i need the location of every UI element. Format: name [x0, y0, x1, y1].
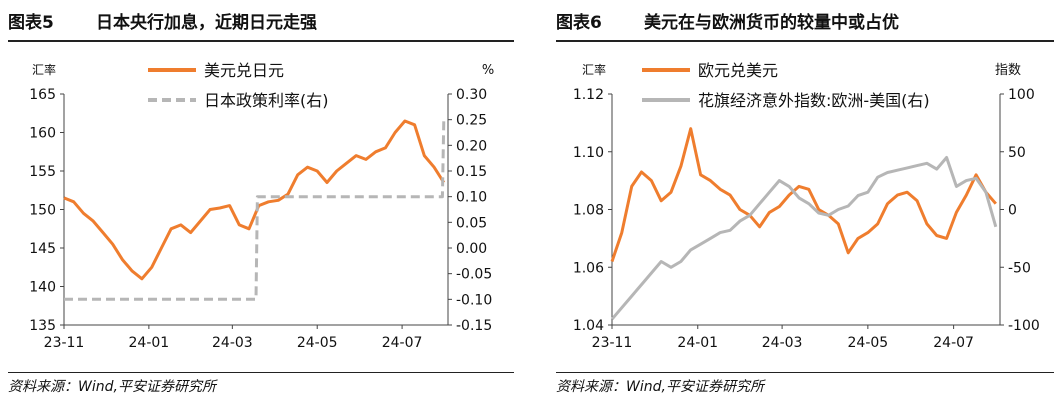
series-line-1 [610, 127, 997, 262]
x-tick-label: 24-05 [297, 335, 338, 351]
legend-label-2: 花旗经济意外指数:欧洲-美国(右) [698, 91, 930, 110]
y2-tick-label: -0.15 [456, 318, 492, 334]
y2-tick-label: -0.10 [456, 292, 492, 308]
y-tick-label: 160 [29, 126, 56, 142]
panel-title: 图表5 日本央行加息，近期日元走强 [8, 8, 317, 34]
x-tick-label: 24-07 [382, 335, 423, 351]
source-note: 资料来源：Wind,平安证券研究所 [556, 379, 764, 395]
figure-title: 美元在与欧洲货币的较量中或占优 [644, 13, 899, 33]
series-line-2 [64, 119, 446, 301]
y-tick-label: 135 [29, 318, 56, 334]
y-tick-label: 1.04 [573, 318, 604, 334]
left-axis-unit: 汇率 [32, 62, 56, 77]
figure-number: 图表5 [8, 13, 54, 33]
x-tick-label: 24-05 [848, 335, 889, 351]
y2-tick-label: 50 [1008, 145, 1026, 161]
y2-tick-label: -0.05 [456, 267, 492, 283]
figure-title: 日本央行加息，近期日元走强 [96, 13, 317, 33]
x-tick-label: 23-11 [44, 335, 85, 351]
panel-title: 图表6 美元在与欧洲货币的较量中或占优 [556, 8, 899, 34]
y2-tick-label: 0.00 [456, 241, 487, 257]
x-tick-label: 24-03 [212, 335, 253, 351]
y-tick-label: 1.10 [573, 145, 604, 161]
y-tick-label: 165 [29, 87, 56, 103]
y2-tick-label: -50 [1008, 260, 1031, 276]
y2-tick-label: 100 [1008, 87, 1035, 103]
legend-label-2: 日本政策利率(右) [204, 91, 329, 110]
y-tick-label: 155 [29, 164, 56, 180]
chart-eur-usd: 1.04 1.06 1.08 1.10 1.12 -100 -50 0 50 100 23-11 24… [573, 61, 1040, 351]
right-axis-unit: 指数 [995, 63, 1021, 78]
x-tick-label: 24-01 [677, 335, 718, 351]
y2-tick-label: 0.15 [456, 164, 487, 180]
series-line-2 [610, 156, 998, 321]
y2-tick-label: 0 [1008, 203, 1017, 219]
title-rule [556, 40, 1054, 42]
y2-tick-label: 0.20 [456, 138, 487, 154]
chart-panel-eur: 图表6 美元在与欧洲货币的较量中或占优 1.04 1.06 1.08 1.10 1.12 -… [556, 0, 1054, 408]
y-tick-label: 150 [29, 203, 56, 219]
right-axis-unit: % [482, 63, 494, 78]
source-rule [8, 372, 514, 373]
y2-tick-label: -100 [1008, 318, 1040, 334]
y2-tick-label: 0.05 [456, 215, 487, 231]
chart-panel-jpy: 图表5 日本央行加息，近期日元走强 135 140 145 150 155 160 165 -0… [8, 0, 514, 408]
y2-tick-label: 0.30 [456, 87, 487, 103]
x-tick-label: 24-01 [129, 335, 170, 351]
chart-usd-jpy: 135 140 145 150 155 160 165 -0.15 -0.10 -0.05 0.00… [29, 61, 494, 351]
source-note: 资料来源：Wind,平安证券研究所 [8, 379, 216, 395]
x-tick-label: 23-11 [592, 335, 633, 351]
y-tick-label: 1.08 [573, 203, 604, 219]
source-rule [556, 372, 1054, 373]
x-tick-label: 24-03 [762, 335, 803, 351]
legend-label-1: 欧元兑美元 [698, 61, 778, 80]
series-line-1 [63, 119, 446, 281]
y-tick-label: 1.12 [573, 87, 604, 103]
left-axis-unit: 汇率 [582, 62, 606, 77]
y2-tick-label: 0.10 [456, 190, 487, 206]
y-tick-label: 1.06 [573, 260, 604, 276]
title-rule [8, 40, 514, 42]
y-tick-label: 145 [29, 241, 56, 257]
y2-tick-label: 0.25 [456, 113, 487, 129]
legend-label-1: 美元兑日元 [204, 61, 284, 80]
x-tick-label: 24-07 [933, 335, 974, 351]
y-tick-label: 140 [29, 280, 56, 296]
figure-number: 图表6 [556, 13, 602, 33]
